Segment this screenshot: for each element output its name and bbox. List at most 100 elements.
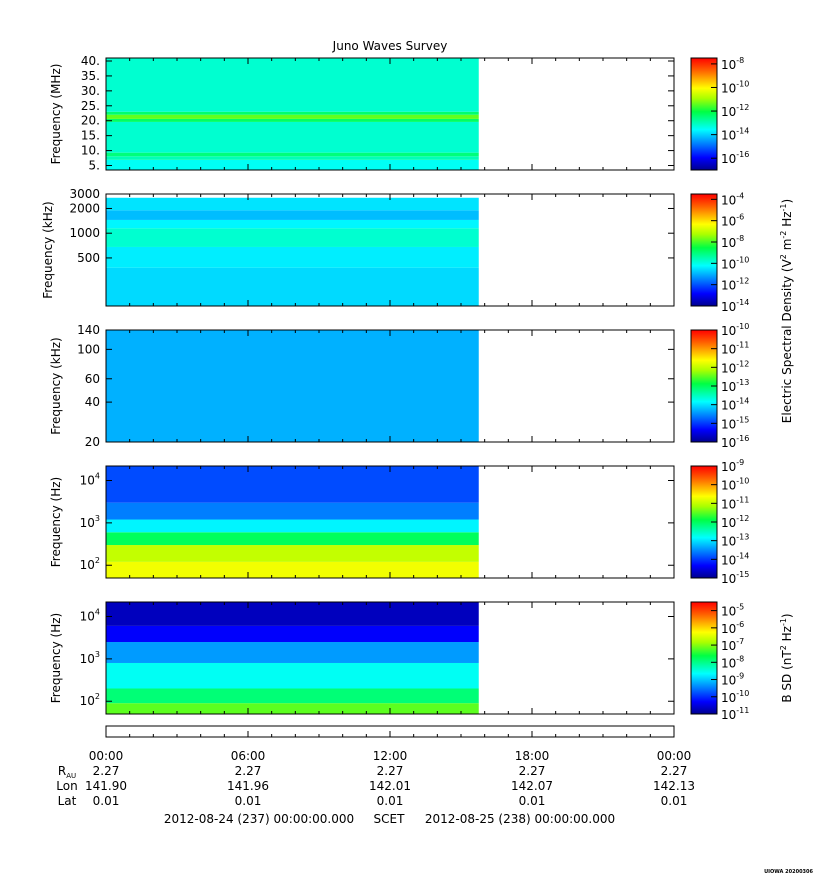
tick-exponent: -9 <box>736 458 744 467</box>
y-tick-label: 25. <box>81 99 100 113</box>
colorbar-tick-label: 10-11 <box>721 341 749 357</box>
tick-exponent: -10 <box>736 322 749 331</box>
tick-base: 10 <box>721 279 736 293</box>
credit-stamp: UIOWA 20200306 <box>764 869 813 875</box>
r-au-value: 2.27 <box>93 764 120 778</box>
colorbar-tick-label: 10-10 <box>721 477 749 493</box>
tick-exponent: -10 <box>736 477 749 486</box>
colorbar-tick-label: 10-5 <box>721 603 744 619</box>
spectral-band <box>106 602 479 626</box>
y-axis-label: Frequency (Hz) <box>49 613 63 704</box>
label-suffix: ) <box>780 613 794 618</box>
tick-exponent: -8 <box>736 654 744 663</box>
spectral-band <box>106 58 479 112</box>
colorbar-tick-label: 10-14 <box>721 298 749 314</box>
y-tick-label: 10. <box>81 144 100 158</box>
tick-base: 10 <box>721 691 736 705</box>
label-exp: -1 <box>779 204 788 212</box>
time-tick-label: 06:00 <box>231 749 266 763</box>
spectral-band <box>106 545 479 562</box>
colorbar-tick-label: 10-9 <box>721 458 744 474</box>
colorbar-tick-label: 10-12 <box>721 359 749 375</box>
colorbar-tick-label: 10-14 <box>721 551 749 567</box>
tick-exponent: 3 <box>95 650 100 659</box>
spectral-band <box>106 118 479 122</box>
tick-base: 10 <box>721 553 736 567</box>
colorbar-tick-label: 10-14 <box>721 127 749 143</box>
tick-exponent: -11 <box>736 495 749 504</box>
y-tick-label: 103 <box>80 514 100 530</box>
label-exp: 2 <box>779 645 788 650</box>
colorbar-tick-label: 10-6 <box>721 620 744 636</box>
tick-base: 10 <box>721 622 736 636</box>
tick-exponent: -15 <box>736 570 749 579</box>
label-exp: -1 <box>779 618 788 626</box>
y-tick-label: 20. <box>81 114 100 128</box>
electric-density-label: Electric Spectral Density (V2 m-2 Hz-1) <box>779 199 794 423</box>
colorbar-tick-label: 10-13 <box>721 533 749 549</box>
y-tick-label: 104 <box>80 608 100 624</box>
y-tick-label: 5. <box>89 159 100 173</box>
colorbar-tick-label: 10-12 <box>721 103 749 119</box>
lon-row-label: Lon <box>56 779 77 793</box>
y-tick-label: 140 <box>77 323 100 337</box>
y-tick-label: 15. <box>81 129 100 143</box>
label-exp: 2 <box>779 254 788 259</box>
tick-base: 10 <box>721 516 736 530</box>
label-prefix: B SD (nT <box>780 650 794 703</box>
spectral-band <box>106 156 479 160</box>
spectral-band <box>106 625 479 643</box>
rau-row-label: RAU <box>58 764 76 780</box>
footer-scet: SCET <box>374 812 406 826</box>
tick-exponent: -8 <box>736 56 744 65</box>
lat-row-label: Lat <box>58 794 77 808</box>
tick-base: 10 <box>721 193 736 207</box>
y-tick-label: 104 <box>80 472 100 488</box>
colorbar-tick-label: 10-9 <box>721 672 744 688</box>
spectral-band <box>106 159 479 170</box>
tick-exponent: -12 <box>736 103 749 112</box>
tick-base: 10 <box>80 652 95 666</box>
colorbar-tick-label: 10-8 <box>721 654 744 670</box>
tick-exponent: 4 <box>95 472 100 481</box>
y-tick-label: 2000 <box>69 201 100 215</box>
tick-exponent: -15 <box>736 415 749 424</box>
y-tick-label: 103 <box>80 650 100 666</box>
colorbars: 10-810-1010-1210-1410-1610-410-610-810-1… <box>690 56 749 722</box>
colorbar-tick-label: 10-10 <box>721 255 749 271</box>
tick-base: 10 <box>721 105 736 119</box>
colorbar-scale <box>690 193 718 307</box>
chart-title: Juno Waves Survey <box>332 39 448 53</box>
spectral-band <box>106 330 479 442</box>
tick-base: 10 <box>721 152 736 166</box>
tick-exponent: -12 <box>736 514 749 523</box>
latitude-value: 0.01 <box>93 794 120 808</box>
tick-exponent: -10 <box>736 689 749 698</box>
spectral-band <box>106 111 479 115</box>
longitude-value: 142.07 <box>511 779 553 793</box>
y-tick-label: 1000 <box>69 226 100 240</box>
tick-base: 10 <box>721 572 736 586</box>
tick-exponent: -13 <box>736 533 749 542</box>
spectral-band <box>106 114 479 119</box>
colorbar-tick-label: 10-6 <box>721 213 744 229</box>
tick-base: 10 <box>721 300 736 314</box>
tick-base: 10 <box>721 674 736 688</box>
label-suffix: ) <box>780 199 794 204</box>
y-tick-label: 40 <box>85 395 100 409</box>
spectral-band <box>106 210 479 220</box>
tick-base: 10 <box>721 605 736 619</box>
tick-exponent: -8 <box>736 234 744 243</box>
label-mid: Hz <box>780 626 794 645</box>
r-au-value: 2.27 <box>235 764 262 778</box>
spectral-band <box>106 662 479 689</box>
colorbar-scale <box>690 57 718 171</box>
tick-exponent: -7 <box>736 637 744 646</box>
spectral-band <box>106 152 479 157</box>
y-tick-label: 30. <box>81 84 100 98</box>
